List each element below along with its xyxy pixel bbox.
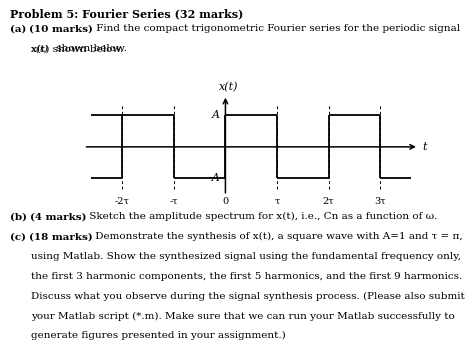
Text: 0: 0 — [222, 197, 228, 206]
Text: Problem 5: Fourier Series (32 marks): Problem 5: Fourier Series (32 marks) — [10, 9, 244, 20]
Text: using Matlab. Show the synthesized signal using the fundamental frequency only,: using Matlab. Show the synthesized signa… — [31, 252, 461, 261]
Text: -2τ: -2τ — [115, 197, 130, 206]
Text: x(t): x(t) — [219, 82, 238, 93]
Text: the first 3 harmonic components, the first 5 harmonics, and the first 9 harmonic: the first 3 harmonic components, the fir… — [31, 272, 462, 281]
Text: -τ: -τ — [170, 197, 178, 206]
Text: your Matlab script (*.m). Make sure that we can run your Matlab successfully to: your Matlab script (*.m). Make sure that… — [31, 311, 455, 321]
Text: t: t — [422, 142, 427, 152]
Text: (18 marks): (18 marks) — [28, 232, 92, 241]
Text: Demonstrate the synthesis of x(t), a square wave with A=1 and τ = π,: Demonstrate the synthesis of x(t), a squ… — [92, 232, 463, 241]
Text: (10 marks): (10 marks) — [29, 24, 93, 33]
Text: (c): (c) — [10, 232, 28, 241]
Text: x(t) shown below.: x(t) shown below. — [31, 44, 123, 53]
Text: (a): (a) — [10, 24, 29, 33]
Text: x(t): x(t) — [31, 44, 49, 53]
Text: A: A — [212, 110, 220, 120]
Text: Discuss what you observe during the signal synthesis process. (Please also submi: Discuss what you observe during the sign… — [31, 292, 465, 301]
Text: shown below.: shown below. — [53, 44, 127, 53]
Text: 3τ: 3τ — [374, 197, 386, 206]
Text: Sketch the amplitude spectrum for x(t), i.e., Cn as a function of ω.: Sketch the amplitude spectrum for x(t), … — [86, 212, 438, 221]
Text: (b): (b) — [10, 212, 29, 221]
Text: τ: τ — [274, 197, 280, 206]
Text: generate figures presented in your assignment.): generate figures presented in your assig… — [31, 331, 285, 340]
Text: -A: -A — [209, 173, 220, 183]
Text: 2τ: 2τ — [323, 197, 334, 206]
Text: (4 marks): (4 marks) — [29, 212, 86, 221]
Text: Find the compact trigonometric Fourier series for the periodic signal: Find the compact trigonometric Fourier s… — [93, 24, 460, 33]
